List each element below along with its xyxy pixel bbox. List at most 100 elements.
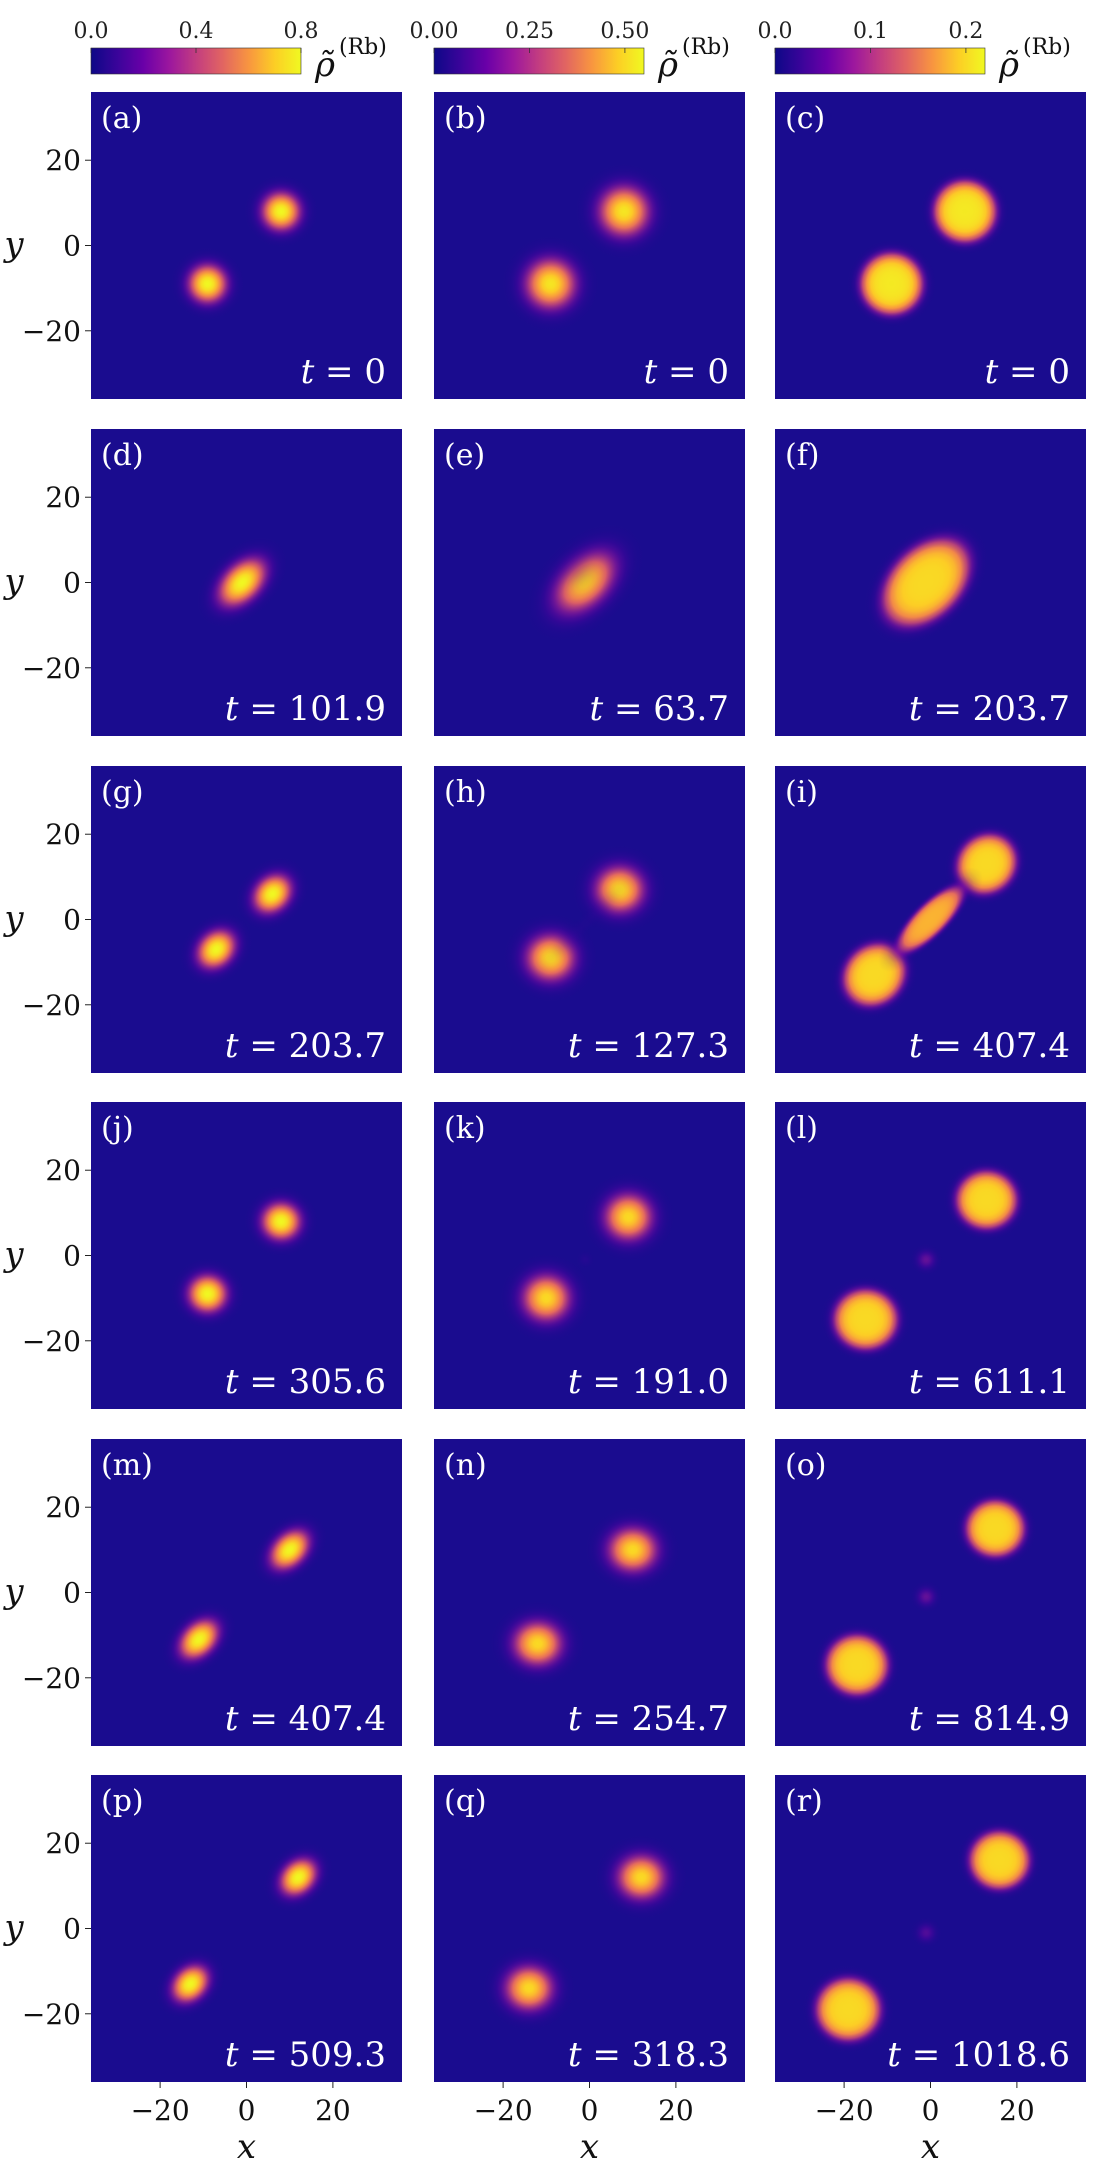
panel-label: (k) (444, 1111, 486, 1146)
x-tick-label: −20 (815, 2094, 874, 2127)
y-tick-label: −20 (22, 1662, 81, 1695)
panel-c: (c) t = 0 (775, 92, 1086, 399)
y-tick-label: 0 (63, 1240, 81, 1273)
density-blob (915, 162, 1015, 261)
panel-q: (q) t = 318.3 (434, 1775, 745, 2082)
y-axis-label: y (2, 1235, 24, 1275)
density-blob (242, 173, 320, 250)
colorbar-tick-label: 0.00 (410, 19, 459, 44)
panel-a: (a) t = 0 (91, 92, 402, 399)
y-tick-label: 20 (45, 481, 81, 514)
panel-background (434, 1439, 745, 1746)
density-blob (842, 234, 942, 333)
colorbar-tick-label: 0.2 (948, 19, 983, 44)
y-tick-label: 20 (45, 1491, 81, 1524)
colorbar-tick-label: 0.0 (74, 19, 109, 44)
panel-label: (f) (785, 438, 820, 473)
density-blob (547, 540, 606, 599)
density-blob (169, 1257, 246, 1331)
density-blob (583, 1505, 683, 1595)
panel-label: (p) (101, 1784, 144, 1819)
panel-time-label: t = 1018.6 (887, 2035, 1070, 2075)
density-blob (573, 161, 675, 262)
density-blob (878, 867, 983, 972)
panel-d: (d) t = 101.9 (91, 429, 402, 736)
panel-time-label: t = 318.3 (568, 2035, 729, 2075)
y-axis-label: y (2, 899, 24, 939)
colorbar-label: ρ̃ (998, 45, 1019, 85)
density-blob (500, 233, 602, 334)
panel-b: (b) t = 0 (434, 92, 745, 399)
density-blob (951, 1814, 1048, 1907)
x-tick-label: 20 (999, 2094, 1035, 2127)
panel-time-label: t = 814.9 (909, 1699, 1070, 1739)
density-blob (570, 1245, 600, 1275)
panel-g: (g) t = 203.7 (91, 766, 402, 1073)
panel-time-label: t = 407.4 (225, 1699, 386, 1739)
density-blob (856, 513, 996, 652)
colorbar-tick-label: 0.8 (284, 19, 319, 44)
panel-time-label: t = 509.3 (225, 2035, 386, 2075)
panel-label: (d) (101, 438, 144, 473)
panel-j: (j) t = 305.6 (91, 1102, 402, 1409)
y-tick-label: −20 (22, 989, 81, 1022)
density-blob (154, 1947, 227, 2020)
y-tick-label: 0 (63, 1577, 81, 1610)
colorbar-2 (433, 47, 645, 75)
panel-background (91, 1775, 402, 2082)
panel-time-label: t = 203.7 (909, 689, 1070, 729)
y-tick-label: 20 (45, 818, 81, 851)
colorbar-label-superscript: (Rb) (1023, 35, 1071, 60)
panel-label: (m) (101, 1448, 153, 1483)
density-blob (905, 1576, 947, 1617)
density-blob (948, 1483, 1042, 1574)
colorbar-layer: 0.0 0.4 0.8ρ̃ (Rb)0.00 0.25 0.50ρ̃ (Rb)0.0 0.1 0… (74, 19, 1071, 85)
panel-time-label: t = 611.1 (909, 1362, 1070, 1402)
panel-label: (a) (101, 101, 142, 136)
panel-r: (r) t = 1018.6 (775, 1775, 1086, 2082)
density-blob (797, 1960, 900, 2060)
y-axis-label: y (2, 1572, 24, 1612)
panel-label: (o) (785, 1448, 826, 1483)
density-blob (905, 1239, 947, 1280)
density-blob (242, 1184, 320, 1258)
panel-label: (i) (785, 775, 818, 810)
panel-n: (n) t = 254.7 (434, 1439, 745, 1746)
y-axis-label: y (2, 562, 24, 602)
colorbar-tick-label: 0.1 (853, 19, 888, 44)
y-tick-label: 20 (45, 1154, 81, 1187)
density-blob (814, 1271, 917, 1368)
panel-background (91, 1102, 402, 1409)
y-tick-label: −20 (22, 652, 81, 685)
density-blob (234, 856, 311, 932)
panel-i: (i) t = 407.4 (775, 766, 1086, 1073)
density-blob (905, 1912, 947, 1953)
panel-label: (e) (444, 438, 485, 473)
y-tick-label: −20 (22, 1998, 81, 2031)
panel-e: (e) t = 63.7 (434, 429, 745, 736)
density-blob (169, 246, 246, 322)
x-tick-label: −20 (474, 2094, 533, 2127)
density-blob (593, 1832, 690, 1922)
y-tick-label: 0 (63, 567, 81, 600)
colorbar-tick-label: 0.0 (758, 19, 793, 44)
panel-label: (h) (444, 775, 487, 810)
x-tick-label: 0 (922, 2094, 940, 2127)
panel-background (434, 1775, 745, 2082)
panel-time-label: t = 127.3 (568, 1026, 729, 1066)
density-blob (195, 535, 290, 630)
density-blob (178, 911, 254, 987)
panel-time-label: t = 0 (301, 352, 386, 392)
panel-label: (q) (444, 1784, 487, 1819)
colorbar-label-superscript: (Rb) (339, 35, 387, 60)
x-tick-label: 0 (581, 2094, 599, 2127)
panel-h: (h) t = 127.3 (434, 766, 745, 1073)
panel-time-label: t = 63.7 (590, 689, 729, 729)
y-tick-label: −20 (22, 315, 81, 348)
colorbar-label: ρ̃ (657, 45, 678, 85)
x-tick-label: 20 (315, 2094, 351, 2127)
y-axis-label: y (2, 1908, 24, 1948)
density-blob (160, 1600, 238, 1679)
x-axis-label: x (921, 2127, 940, 2160)
